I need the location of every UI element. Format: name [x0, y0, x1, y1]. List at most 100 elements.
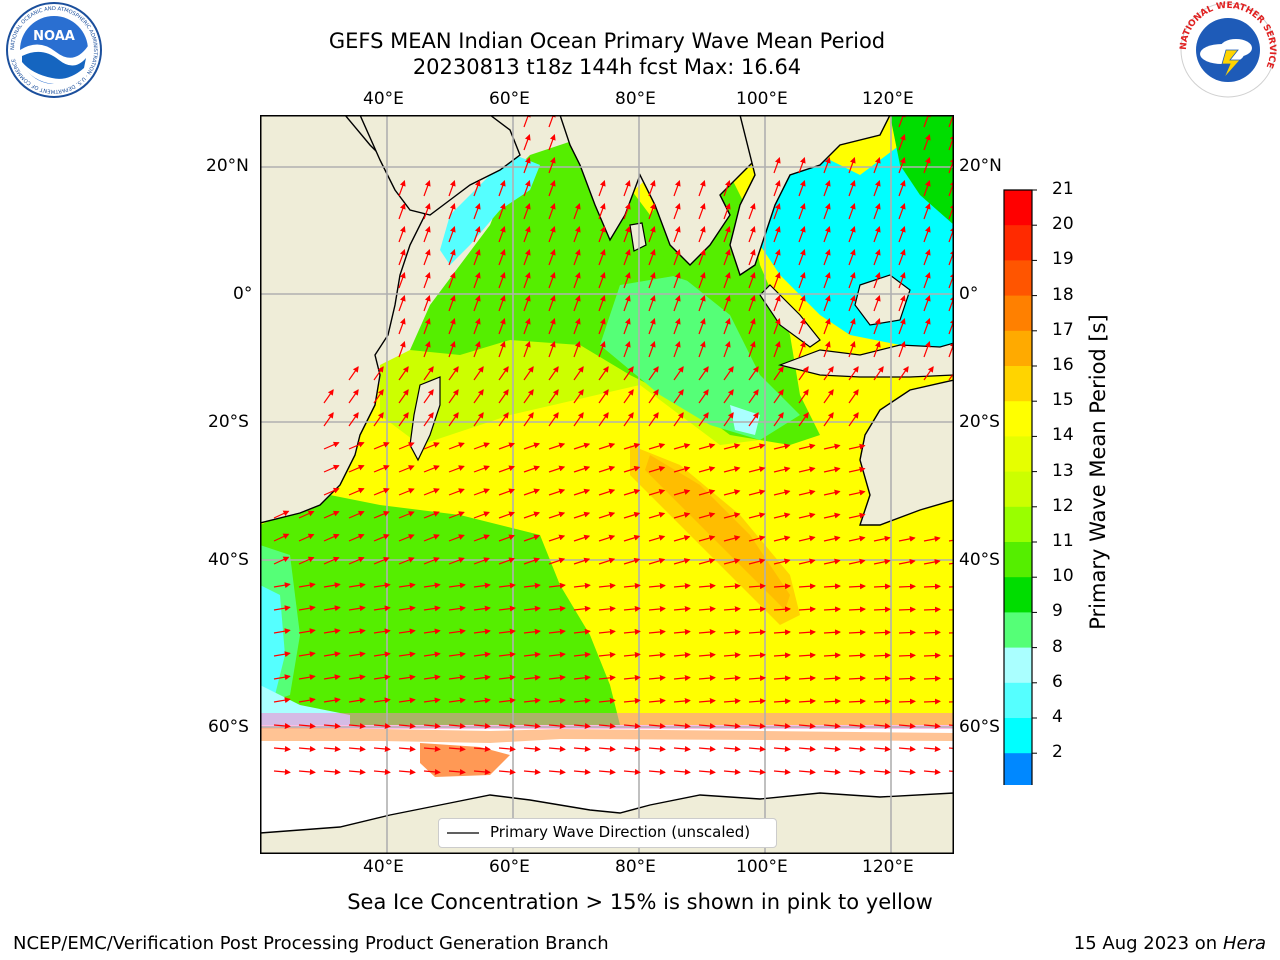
wave-direction-arrow: [723, 412, 734, 427]
colorbar-segment: [1004, 542, 1032, 578]
wave-direction-arrow: [573, 511, 591, 519]
wave-direction-arrow: [398, 272, 406, 289]
lat-label-left-0: 0°: [233, 284, 253, 304]
wave-direction-arrow: [448, 272, 456, 289]
wave-direction-arrow: [848, 341, 856, 358]
colorbar-tick-label: 16: [1052, 355, 1074, 375]
wave-direction-arrow: [623, 582, 641, 589]
wave-direction-arrow: [848, 389, 859, 404]
wave-direction-arrow: [448, 511, 465, 519]
wave-direction-arrow: [823, 249, 831, 266]
wave-direction-arrow: [773, 341, 781, 358]
wave-direction-arrow: [773, 466, 791, 473]
wave-direction-arrow: [848, 295, 856, 312]
wave-direction-arrow: [798, 226, 806, 243]
wave-direction-arrow: [698, 675, 716, 682]
wave-direction-arrow: [323, 768, 341, 775]
date-stamp: 15 Aug 2023 on Hera: [1074, 933, 1266, 954]
wave-direction-arrow: [473, 272, 481, 289]
wave-direction-arrow: [398, 534, 415, 542]
wave-direction-arrow: [898, 318, 906, 335]
wave-direction-arrow: [473, 226, 481, 243]
wave-direction-arrow: [773, 606, 791, 613]
wave-direction-arrow: [598, 745, 616, 752]
wave-direction-arrow: [473, 180, 481, 197]
wave-direction-arrow: [423, 534, 440, 542]
colorbar-tick-label: 21: [1052, 179, 1074, 199]
wave-direction-arrow: [873, 272, 881, 289]
wave-direction-arrow: [723, 272, 731, 289]
wave-direction-arrow: [848, 535, 866, 542]
wave-direction-arrow: [848, 180, 856, 197]
wave-direction-arrow: [873, 249, 881, 266]
wave-direction-arrow: [798, 157, 806, 174]
wave-direction-arrow: [573, 582, 591, 589]
wave-direction-arrow: [348, 605, 366, 612]
wave-direction-arrow: [273, 768, 291, 775]
wave-direction-arrow: [848, 318, 856, 335]
wave-direction-arrow: [848, 466, 866, 473]
wave-direction-arrow: [423, 366, 434, 381]
wave-direction-arrow: [598, 295, 606, 312]
wave-direction-arrows: [273, 115, 954, 775]
wave-direction-arrow: [548, 674, 566, 681]
wave-direction-arrow: [548, 488, 566, 496]
wave-direction-arrow: [698, 558, 716, 565]
wave-direction-arrow: [398, 295, 406, 312]
wave-direction-arrow: [748, 675, 766, 682]
wave-direction-arrow: [823, 512, 841, 519]
wave-direction-arrow: [723, 512, 741, 519]
colorbar-segment: [1004, 190, 1032, 226]
wave-direction-arrow: [798, 745, 816, 752]
wave-direction-arrow: [548, 412, 559, 427]
wave-direction-arrow: [698, 652, 716, 659]
wave-direction-arrow: [348, 412, 359, 427]
wave-direction-arrow: [623, 768, 641, 775]
wave-direction-arrow: [798, 489, 816, 496]
wave-direction-arrow: [423, 295, 431, 312]
wave-direction-arrow: [648, 226, 656, 243]
wave-direction-arrow: [773, 675, 791, 682]
wave-direction-arrow: [398, 511, 415, 519]
wave-direction-arrow: [698, 489, 716, 496]
wave-direction-arrow: [523, 389, 534, 404]
wave-direction-arrow: [548, 318, 556, 335]
wave-direction-arrow: [648, 605, 666, 612]
land-madagascar: [409, 376, 441, 462]
wave-direction-arrow: [423, 389, 434, 404]
wave-direction-arrow: [398, 341, 406, 358]
wave-direction-arrow: [823, 157, 831, 174]
wave-direction-arrow: [548, 157, 556, 174]
wave-direction-arrow: [848, 249, 856, 266]
wave-direction-arrow: [598, 226, 606, 243]
wave-direction-arrow: [773, 272, 781, 289]
wave-direction-arrow: [323, 582, 341, 589]
wave-direction-arrow: [523, 226, 531, 243]
wave-direction-arrow: [273, 556, 290, 565]
wave-direction-arrow: [523, 442, 541, 450]
wave-direction-arrow: [348, 533, 365, 542]
wave-direction-arrow: [473, 203, 481, 220]
colorbar-tick-label: 18: [1052, 284, 1074, 305]
wave-direction-arrow: [898, 366, 909, 381]
wave-direction-arrow: [773, 157, 781, 174]
wave-direction-arrow: [598, 488, 616, 496]
wave-direction-arrow: [923, 698, 941, 705]
wave-direction-arrow: [473, 412, 484, 427]
wave-direction-arrow: [823, 745, 841, 752]
wave-direction-arrow: [523, 134, 531, 151]
wave-direction-arrow: [448, 366, 459, 381]
wave-direction-arrow: [648, 651, 666, 658]
wave-direction-arrow: [498, 697, 516, 704]
wave-direction-arrow: [923, 745, 941, 752]
wave-direction-arrow: [523, 295, 531, 312]
wave-direction-arrow: [698, 366, 709, 381]
wave-direction-arrow: [773, 745, 791, 752]
wave-direction-arrow: [648, 341, 656, 358]
wave-direction-arrow: [623, 534, 641, 542]
wave-direction-arrow: [598, 582, 616, 589]
wave-direction-arrow: [348, 674, 366, 681]
wave-direction-arrow: [873, 629, 891, 636]
wave-direction-arrow: [648, 534, 666, 542]
wave-direction-arrow: [473, 249, 481, 266]
